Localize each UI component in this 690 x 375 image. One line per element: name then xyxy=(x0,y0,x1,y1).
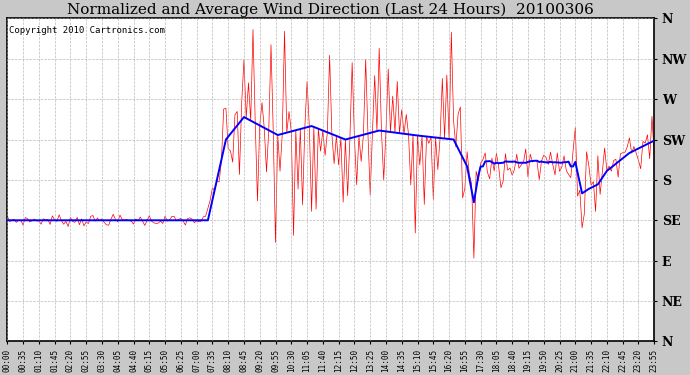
Title: Normalized and Average Wind Direction (Last 24 Hours)  20100306: Normalized and Average Wind Direction (L… xyxy=(68,3,594,17)
Text: Copyright 2010 Cartronics.com: Copyright 2010 Cartronics.com xyxy=(9,26,165,35)
